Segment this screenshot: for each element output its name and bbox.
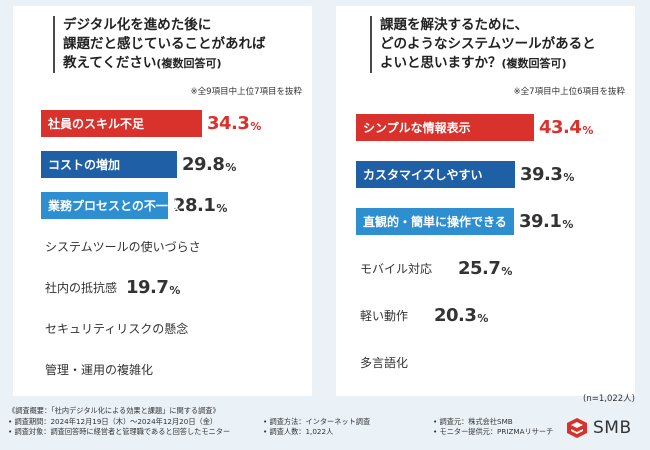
bar-label: モバイル対応 (356, 255, 437, 282)
left-panel: デジタル化を進めた後に 課題だと感じていることがあれば 教えてください(複数回答… (13, 6, 312, 396)
smb-logo: SMB (566, 414, 644, 442)
bar-label: コストの増加 (48, 158, 121, 172)
value-unit: % (169, 284, 180, 297)
bar-label: 業務プロセスとの不一致 (48, 199, 180, 213)
bar-5: 社内の抵抗感 (41, 274, 122, 301)
bar-label: シンプルな情報表示 (363, 121, 471, 135)
bar-6: セキュリティリスクの懸念 (41, 315, 193, 342)
footer-title: 《調査概要：「社内デジタル化による効果と課題」に関する調査》 (8, 406, 220, 415)
value-unit: % (563, 171, 574, 184)
bar-6: 多言語化 (356, 349, 413, 376)
bar-1: 社員のスキル不足 (41, 110, 202, 137)
left-bar-chart: 社員のスキル不足 34.3% コストの増加 29.8% 業務プロセスとの不一致 28.1%… (13, 6, 312, 396)
right-question-title: 課題を解決するために、 どのようなシステムツールがあると よいと思いますか？(複… (370, 16, 640, 73)
value-number: 34.3 (207, 113, 250, 134)
bar-label: 管理・運用の複雑化 (41, 356, 158, 383)
value-number: 29.8 (182, 154, 225, 175)
bar-label: セキュリティリスクの懸念 (41, 315, 193, 342)
bar-4: システムツールの使いづらさ (41, 233, 205, 260)
bar-label: 軽い動作 (356, 302, 413, 329)
value-unit: % (477, 312, 488, 325)
footer-period: • 調査期間：2024年12月19日（木）～2024年12月20日（金） (8, 416, 218, 426)
value-number: 39.3 (520, 164, 563, 185)
bar-label: 直観的・簡単に操作できる (363, 215, 507, 229)
left-note: ※全9項目中上位7項目を抜粋 (190, 87, 302, 97)
value-unit: % (582, 124, 593, 137)
right-bar-chart: シンプルな情報表示 43.4% カスタマイズしやすい 39.3% 直観的・簡単に操作でき… (336, 6, 635, 396)
bar-3: 直観的・簡単に操作できる (356, 208, 514, 235)
bar-4: モバイル対応 (356, 255, 453, 282)
value-unit: % (216, 202, 227, 215)
value-number: 43.4 (539, 117, 582, 138)
value-number: 20.3 (434, 305, 477, 326)
bar-2: カスタマイズしやすい (356, 161, 515, 188)
value-number: 19.7 (126, 277, 169, 298)
bar-5: 軽い動作 (356, 302, 429, 329)
bar-1: シンプルな情報表示 (356, 114, 534, 141)
bar-label: 社内の抵抗感 (41, 274, 122, 301)
value-unit: % (250, 120, 261, 133)
left-question-title: デジタル化を進めた後に 課題だと感じていることがあれば 教えてください(複数回答… (53, 16, 318, 73)
bar-value-4: 25.7% (458, 255, 512, 282)
bar-label: 多言語化 (356, 349, 413, 376)
value-number: 25.7 (458, 258, 501, 279)
footer-count: • 調査人数：1,022人 (263, 427, 334, 436)
value-unit: % (562, 218, 573, 231)
value-number: 28.1 (173, 195, 216, 216)
bar-value-3: 39.1% (519, 208, 573, 235)
bar-2: コストの増加 (41, 151, 177, 178)
footer-method: • 調査方法：インターネット調査 (263, 416, 371, 426)
smb-logo-icon (567, 418, 587, 438)
smb-logo-text: SMB (593, 418, 632, 438)
bar-value-5: 20.3% (434, 302, 488, 329)
right-panel: 課題を解決するために、 どのようなシステムツールがあると よいと思いますか？(複… (336, 6, 635, 396)
bar-label: カスタマイズしやすい (363, 168, 483, 182)
value-number: 39.1 (519, 211, 562, 232)
bar-value-3: 28.1% (173, 192, 227, 219)
footer-source: • 調査元：株式会社SMB (433, 416, 513, 426)
footer-target: • 調査対象：調査回答時に経営者と管理職であると回答したモニター (8, 427, 231, 436)
bar-label: システムツールの使いづらさ (41, 233, 205, 260)
bar-3: 業務プロセスとの不一致 (41, 192, 180, 219)
sample-size: (n=1,022人) (583, 394, 635, 404)
right-question-suffix: (複数回答可) (501, 57, 567, 70)
right-note: ※全7項目中上位6項目を抜粋 (513, 87, 625, 97)
value-unit: % (501, 265, 512, 278)
left-question-suffix: (複数回答可) (156, 57, 222, 70)
footer-provider: • モニター提供元：PRIZMAリサーチ (433, 427, 554, 436)
bar-value-1: 34.3% (207, 110, 261, 137)
bar-value-2: 29.8% (182, 151, 236, 178)
bar-label: 社員のスキル不足 (48, 117, 145, 131)
bar-value-5: 19.7% (126, 274, 180, 301)
value-unit: % (225, 161, 236, 174)
bar-value-2: 39.3% (520, 161, 574, 188)
survey-footer: 《調査概要：「社内デジタル化による効果と課題」に関する調査》 • 調査期間：20… (8, 406, 568, 438)
bar-value-1: 43.4% (539, 114, 593, 141)
bar-7: 管理・運用の複雑化 (41, 356, 158, 383)
